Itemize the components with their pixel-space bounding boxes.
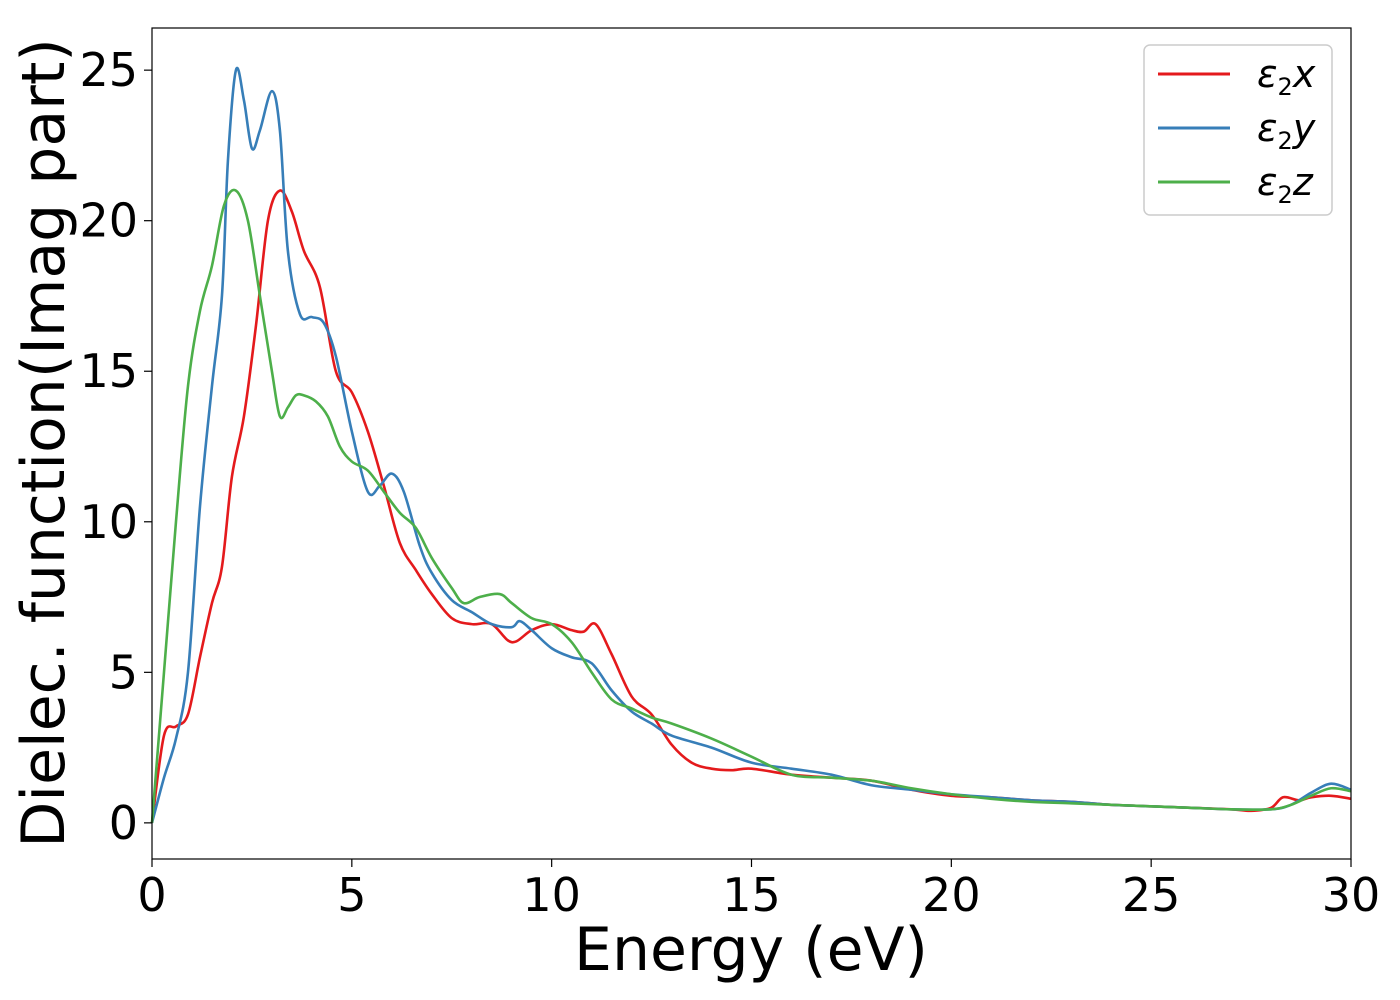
x-tick-label: 5 bbox=[337, 868, 366, 922]
series-line-z bbox=[150, 188, 1352, 823]
x-ticks: 0 5 10 15 20 25 30 bbox=[137, 859, 1380, 922]
series-line-y bbox=[150, 66, 1352, 824]
series-layer bbox=[150, 66, 1352, 824]
y-tick-label: 10 bbox=[79, 495, 138, 549]
x-tick-label: 20 bbox=[922, 868, 981, 922]
y-tick-label: 15 bbox=[79, 344, 138, 398]
y-axis-title: Dielec. function(Imag part) bbox=[9, 38, 79, 848]
x-axis-title: Energy (eV) bbox=[574, 915, 928, 985]
legend-items: ε2x ε2y ε2z bbox=[1158, 52, 1316, 209]
y-ticks: 0 5 10 15 20 25 bbox=[79, 43, 152, 850]
y-tick-label: 5 bbox=[109, 645, 138, 699]
y-tick-label: 0 bbox=[109, 796, 138, 850]
legend-label-y: ε2y bbox=[1257, 106, 1316, 155]
legend-label-x: ε2x bbox=[1257, 52, 1316, 101]
legend-box bbox=[1143, 44, 1333, 216]
x-tick-label: 30 bbox=[1322, 868, 1381, 922]
y-tick-label: 20 bbox=[79, 194, 138, 248]
x-tick-label: 15 bbox=[722, 868, 781, 922]
legend: ε2x ε2y ε2z bbox=[1143, 44, 1333, 216]
x-tick-label: 25 bbox=[1122, 868, 1181, 922]
x-tick-label: 10 bbox=[522, 868, 581, 922]
y-tick-label: 25 bbox=[79, 43, 138, 97]
x-tick-label: 0 bbox=[137, 868, 166, 922]
legend-label-z: ε2z bbox=[1257, 160, 1314, 209]
